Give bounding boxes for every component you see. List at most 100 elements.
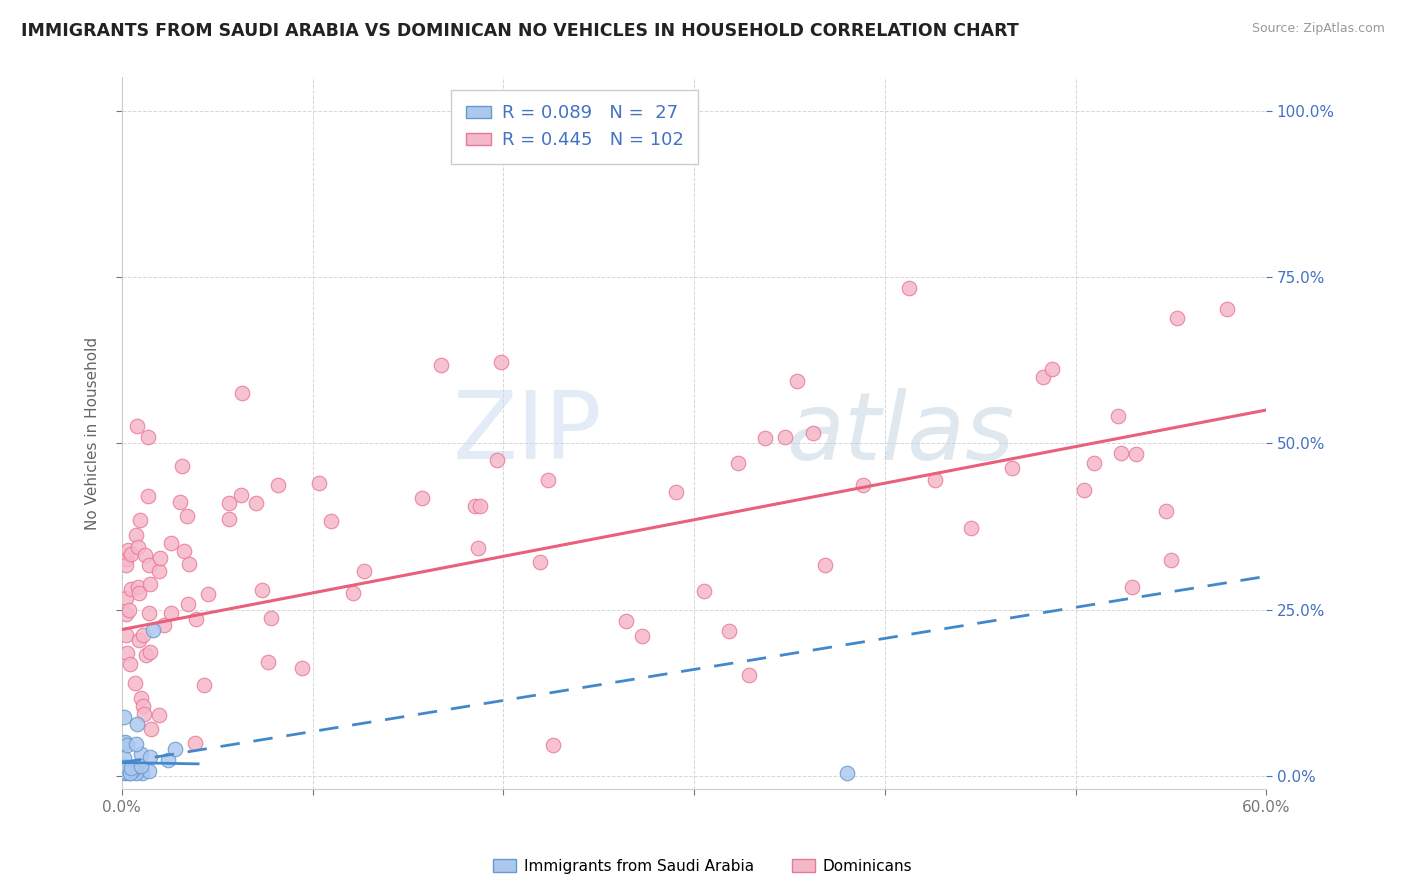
Point	[291, 661, 314, 675]
Point	[125, 419, 148, 434]
Point	[1154, 504, 1177, 518]
Point	[138, 606, 160, 620]
Point	[897, 281, 920, 295]
Point	[114, 765, 136, 780]
Point	[231, 386, 253, 401]
Point	[468, 499, 491, 513]
Point	[114, 628, 136, 642]
Point	[197, 586, 219, 600]
Point	[411, 491, 433, 505]
Point	[173, 544, 195, 558]
Point	[120, 765, 142, 780]
Point	[117, 760, 139, 774]
Text: ZIP: ZIP	[453, 387, 603, 479]
Point	[114, 735, 136, 749]
Point	[1040, 362, 1063, 376]
Point	[177, 597, 200, 611]
Point	[112, 709, 135, 723]
Point	[256, 655, 278, 669]
Point	[1073, 483, 1095, 498]
Point	[193, 677, 215, 691]
Point	[665, 484, 688, 499]
Text: atlas: atlas	[786, 388, 1014, 479]
Point	[754, 431, 776, 445]
Y-axis label: No Vehicles in Household: No Vehicles in Household	[86, 336, 100, 530]
Point	[801, 425, 824, 440]
Point	[342, 586, 364, 600]
Point	[813, 558, 835, 572]
Point	[1001, 461, 1024, 475]
Point	[124, 676, 146, 690]
Point	[738, 668, 761, 682]
Point	[169, 495, 191, 509]
Point	[134, 548, 156, 562]
Point	[218, 512, 240, 526]
Point	[852, 478, 875, 492]
Point	[139, 645, 162, 659]
Text: IMMIGRANTS FROM SAUDI ARABIA VS DOMINICAN NO VEHICLES IN HOUSEHOLD CORRELATION C: IMMIGRANTS FROM SAUDI ARABIA VS DOMINICA…	[21, 22, 1019, 40]
Point	[835, 765, 858, 780]
Point	[139, 750, 162, 764]
Point	[631, 628, 654, 642]
Point	[118, 765, 141, 780]
Point	[1032, 370, 1054, 384]
Point	[132, 698, 155, 713]
Point	[125, 738, 148, 752]
Point	[129, 747, 152, 761]
Point	[138, 764, 160, 778]
Point	[120, 582, 142, 596]
Point	[148, 708, 170, 723]
Point	[153, 618, 176, 632]
Point	[114, 764, 136, 779]
Point	[718, 624, 741, 639]
Point	[112, 762, 135, 776]
Point	[129, 691, 152, 706]
Point	[491, 355, 513, 369]
Point	[122, 763, 145, 777]
Point	[125, 765, 148, 780]
Point	[128, 586, 150, 600]
Point	[115, 738, 138, 752]
Point	[177, 557, 200, 571]
Point	[250, 582, 273, 597]
Point	[141, 623, 163, 637]
Point	[131, 628, 153, 642]
Point	[120, 761, 142, 775]
Point	[139, 722, 162, 736]
Point	[160, 606, 183, 620]
Point	[136, 429, 159, 443]
Point	[128, 513, 150, 527]
Point	[114, 591, 136, 606]
Point	[112, 750, 135, 764]
Point	[773, 429, 796, 443]
Point	[127, 717, 149, 731]
Point	[112, 736, 135, 750]
Point	[127, 580, 149, 594]
Point	[165, 742, 187, 756]
Point	[229, 488, 252, 502]
Point	[115, 558, 138, 573]
Legend: R = 0.089   N =  27, R = 0.445   N = 102: R = 0.089 N = 27, R = 0.445 N = 102	[451, 90, 699, 164]
Point	[959, 521, 981, 535]
Point	[308, 476, 330, 491]
Point	[614, 614, 637, 628]
Point	[125, 764, 148, 779]
Point	[117, 647, 139, 661]
Point	[1121, 580, 1143, 594]
Point	[464, 499, 486, 513]
Point	[135, 648, 157, 662]
Point	[120, 547, 142, 561]
Legend: Immigrants from Saudi Arabia, Dominicans: Immigrants from Saudi Arabia, Dominicans	[488, 853, 918, 880]
Point	[131, 765, 153, 780]
Point	[160, 536, 183, 550]
Point	[129, 759, 152, 773]
Point	[786, 374, 808, 388]
Point	[1083, 456, 1105, 470]
Point	[1107, 409, 1129, 424]
Point	[266, 477, 288, 491]
Point	[156, 753, 179, 767]
Point	[114, 552, 136, 566]
Point	[319, 514, 342, 528]
Point	[537, 473, 560, 487]
Point	[125, 528, 148, 542]
